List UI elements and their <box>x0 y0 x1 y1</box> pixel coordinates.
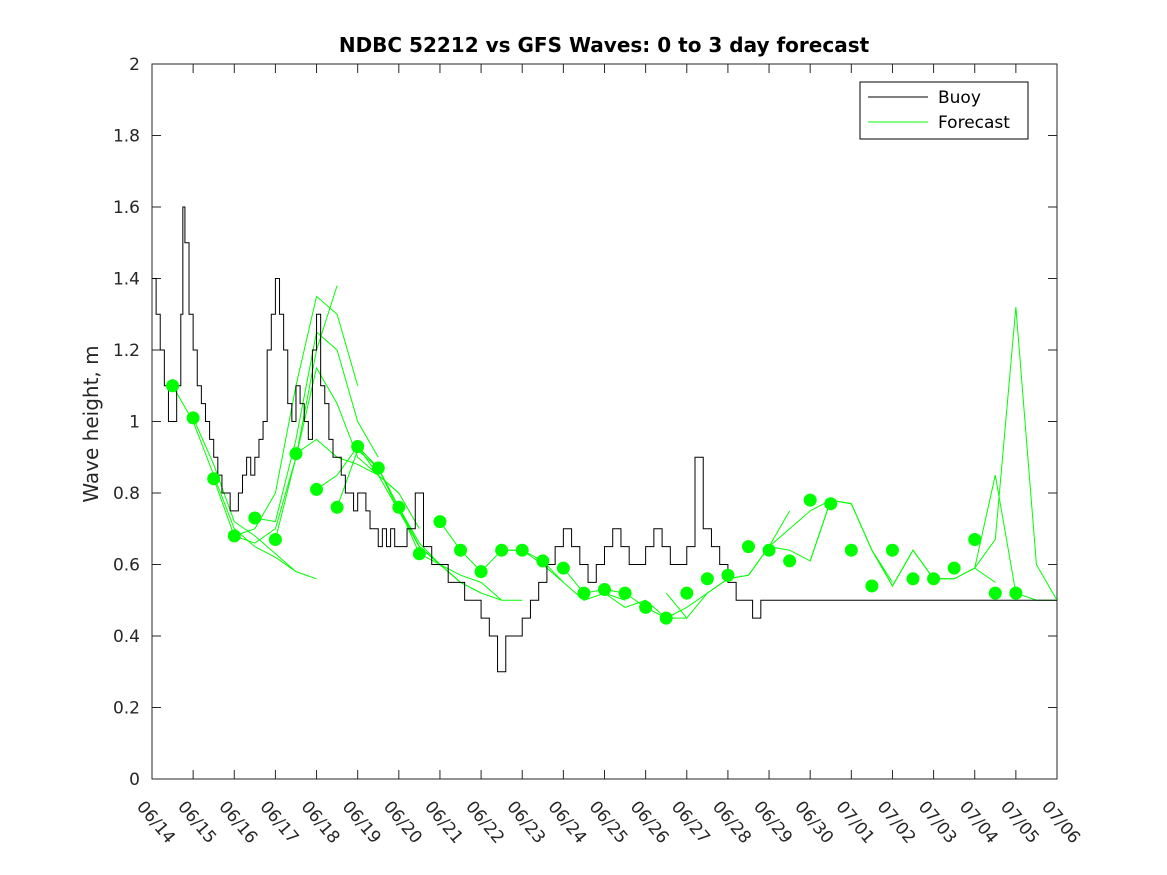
forecast-marker <box>680 586 694 600</box>
forecast-marker <box>721 568 735 582</box>
x-tick-label: 06/17 <box>256 797 303 847</box>
forecast-marker <box>268 532 282 546</box>
y-tick-label: 2 <box>129 55 140 75</box>
forecast-marker <box>885 543 899 557</box>
forecast-run-line <box>974 475 1057 601</box>
chart-title: NDBC 52212 vs GFS Waves: 0 to 3 day fore… <box>339 33 870 57</box>
x-tick-label: 06/19 <box>338 797 385 847</box>
legend-forecast-label: Forecast <box>938 113 1010 133</box>
x-tick-label: 06/25 <box>585 797 632 847</box>
forecast-marker <box>865 579 879 593</box>
forecast-marker <box>577 586 591 600</box>
forecast-run-line <box>377 467 502 601</box>
forecast-marker <box>433 515 447 529</box>
forecast-marker <box>556 561 570 575</box>
forecast-marker <box>824 497 838 511</box>
plot-area: 00.20.40.60.811.21.41.61.8206/1406/1506/… <box>113 55 1084 848</box>
forecast-marker <box>248 511 262 525</box>
y-axis-label: Wave height, m <box>79 345 103 502</box>
forecast-marker <box>988 586 1002 600</box>
forecast-marker <box>639 600 653 614</box>
forecast-run-line <box>933 307 1057 601</box>
forecast-marker <box>412 547 426 561</box>
forecast-marker <box>310 482 324 496</box>
forecast-marker <box>598 583 611 597</box>
forecast-marker <box>803 493 817 507</box>
x-tick-label: 06/16 <box>214 797 261 847</box>
forecast-marker <box>762 543 776 557</box>
forecast-run-line <box>213 285 338 544</box>
x-tick-label: 06/27 <box>667 797 714 847</box>
x-tick-label: 06/15 <box>173 797 220 847</box>
forecast-run-line <box>768 499 893 583</box>
y-tick-label: 1.2 <box>113 341 140 361</box>
legend-box <box>859 81 1029 140</box>
forecast-marker <box>515 543 529 557</box>
x-tick-label: 06/18 <box>297 797 344 847</box>
x-tick-label: 07/06 <box>1037 797 1084 847</box>
y-tick-label: 0.8 <box>113 484 140 504</box>
x-tick-label: 07/04 <box>955 797 1002 847</box>
forecast-marker <box>289 447 303 461</box>
forecast-marker <box>947 561 961 575</box>
legend-buoy-label: Buoy <box>938 88 981 108</box>
forecast-marker <box>906 572 920 586</box>
forecast-run-line <box>295 438 420 529</box>
y-tick-label: 0 <box>129 770 140 790</box>
plot-frame <box>151 63 1058 780</box>
forecast-marker <box>968 532 982 546</box>
x-tick-label: 06/14 <box>132 797 179 847</box>
buoy-line <box>152 206 1057 673</box>
forecast-marker <box>330 500 344 514</box>
x-tick-label: 07/02 <box>873 797 920 847</box>
forecast-marker <box>700 572 714 586</box>
forecast-marker <box>186 411 200 425</box>
x-tick-label: 06/22 <box>461 797 508 847</box>
x-tick-label: 06/20 <box>379 797 426 847</box>
forecast-marker <box>474 565 488 579</box>
forecast-marker <box>783 554 797 568</box>
x-tick-label: 07/03 <box>914 797 961 847</box>
x-tick-label: 06/26 <box>626 797 673 847</box>
x-tick-label: 06/29 <box>749 797 796 847</box>
y-tick-label: 1 <box>129 413 140 433</box>
y-tick-label: 1.6 <box>113 198 140 218</box>
forecast-marker <box>207 472 221 486</box>
y-tick-label: 0.2 <box>113 699 140 719</box>
x-tick-label: 07/05 <box>996 797 1043 847</box>
x-tick-label: 06/28 <box>708 797 755 847</box>
forecast-marker <box>351 440 365 454</box>
x-tick-label: 06/24 <box>544 797 591 847</box>
legend: Buoy Forecast <box>859 81 1029 140</box>
y-tick-label: 0.6 <box>113 556 140 576</box>
forecast-marker <box>227 529 241 543</box>
y-tick-label: 0.4 <box>113 627 140 647</box>
forecast-marker <box>844 543 858 557</box>
forecast-marker <box>371 461 385 475</box>
y-tick-label: 1.8 <box>113 127 140 147</box>
forecast-marker <box>927 572 941 586</box>
forecast-run-line <box>192 417 317 580</box>
x-tick-label: 06/30 <box>790 797 837 847</box>
forecast-marker <box>659 611 673 625</box>
forecast-marker <box>536 554 550 568</box>
forecast-marker <box>166 379 180 393</box>
forecast-marker <box>741 540 755 554</box>
forecast-marker <box>1009 586 1023 600</box>
x-tick-label: 06/23 <box>502 797 549 847</box>
forecast-marker <box>454 543 468 557</box>
forecast-marker <box>392 500 406 514</box>
forecast-marker <box>618 586 632 600</box>
forecast-marker <box>495 543 509 557</box>
y-tick-label: 1.4 <box>113 270 140 290</box>
x-tick-label: 07/01 <box>831 797 878 847</box>
x-tick-label: 06/21 <box>420 797 467 847</box>
